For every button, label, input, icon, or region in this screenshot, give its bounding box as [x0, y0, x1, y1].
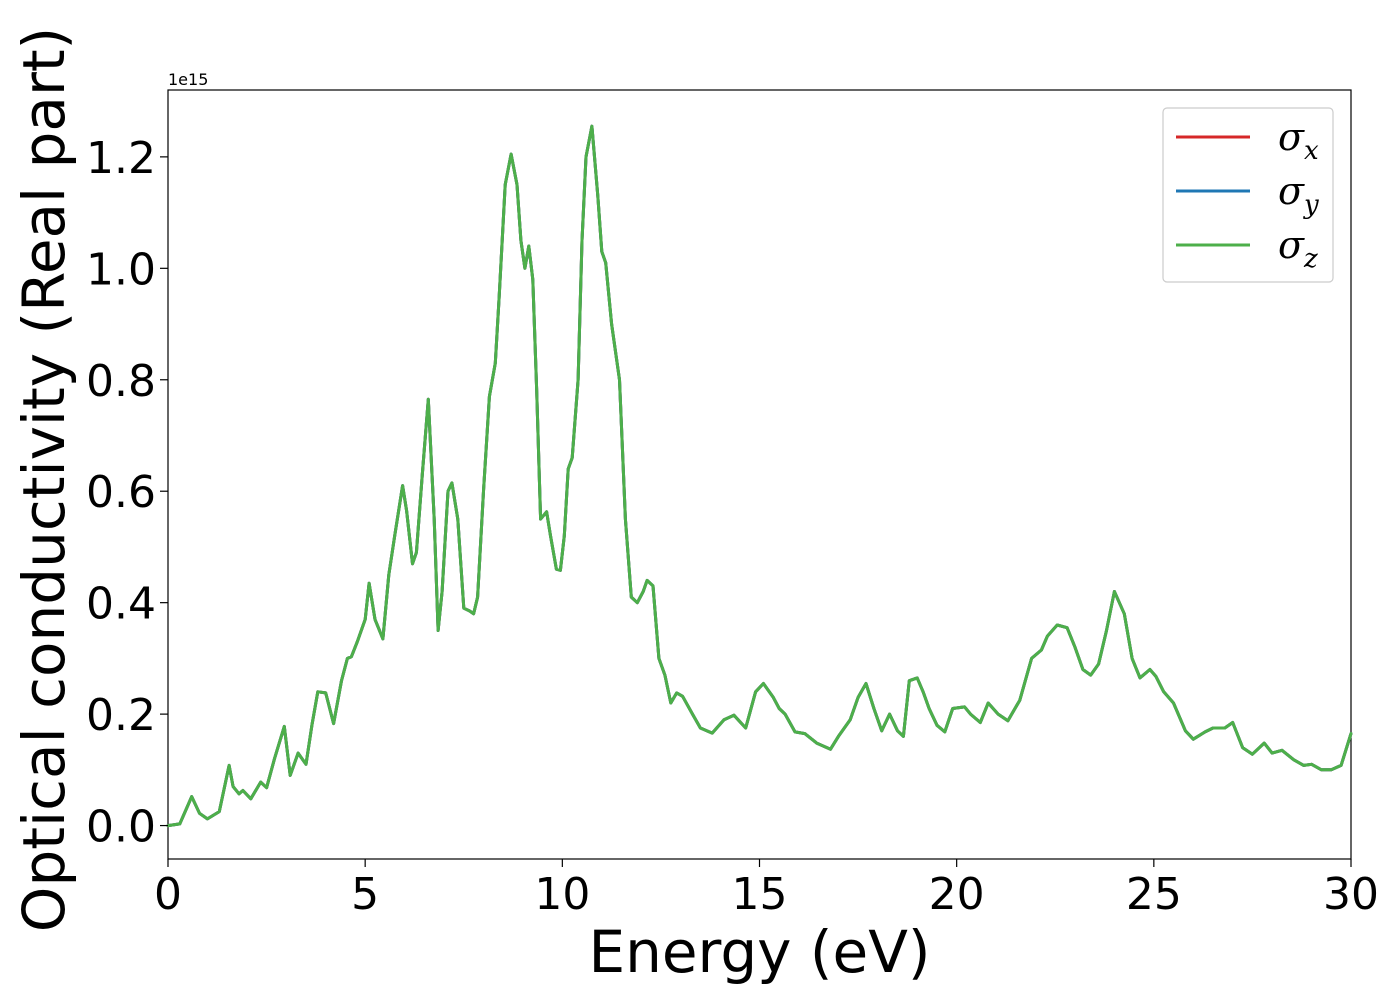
series-line-3: [166, 124, 1353, 828]
y-tick-label: 0.2: [86, 690, 156, 741]
legend-symbol: σ: [1278, 223, 1305, 267]
legend-symbol: σ: [1278, 115, 1305, 159]
legend-label-y: σy: [1278, 169, 1319, 220]
y-offset-label: 1e15: [168, 70, 208, 89]
y-tick-label: 0.0: [86, 802, 156, 853]
legend-subscript: y: [1303, 190, 1319, 220]
legend-box: [1162, 107, 1334, 283]
legend-subscript: x: [1304, 136, 1319, 166]
x-tick-label: 0: [154, 869, 182, 920]
y-tick-label: 0.6: [86, 467, 156, 518]
y-axis-title: Optical conductivity (Real part): [10, 27, 78, 932]
legend-symbol: σ: [1278, 169, 1305, 213]
series-layer: [166, 124, 1353, 828]
legend-label-z: σz: [1278, 223, 1318, 274]
legend-subscript: z: [1303, 244, 1318, 274]
y-tick-label: 0.8: [86, 356, 156, 407]
y-tick-label: 0.4: [86, 579, 156, 630]
y-tick-label: 1.2: [86, 133, 156, 184]
y-tick-label: 1.0: [86, 244, 156, 295]
x-tick-label: 20: [929, 869, 985, 920]
x-tick-label: 30: [1323, 869, 1379, 920]
plot-area: 0 5 10 15 20 25 30 0.0 0.2 0.4 0.6 0.8 1.0 1.2: [86, 89, 1379, 920]
x-tick-label: 5: [351, 869, 379, 920]
x-tick-label: 15: [732, 869, 788, 920]
y-axis-ticks: 0.0 0.2 0.4 0.6 0.8 1.0 1.2: [86, 133, 168, 853]
x-tick-label: 10: [534, 869, 590, 920]
x-axis-title: Energy (eV): [588, 918, 930, 986]
legend-label-x: σx: [1278, 115, 1319, 166]
x-tick-label: 25: [1126, 869, 1182, 920]
x-axis-ticks: 0 5 10 15 20 25 30: [154, 859, 1379, 920]
